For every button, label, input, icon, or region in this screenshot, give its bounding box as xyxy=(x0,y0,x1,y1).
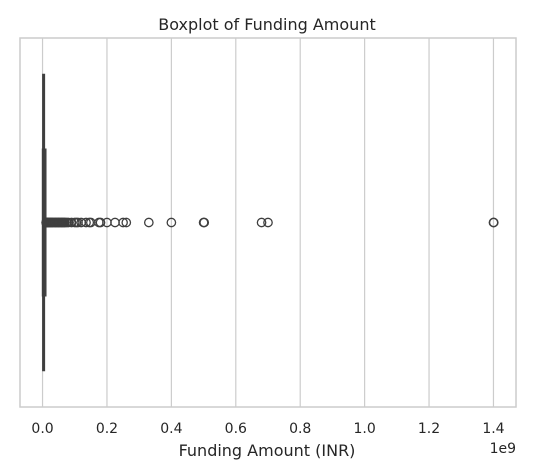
outlier-point-50 xyxy=(263,217,273,228)
outlier-point-44 xyxy=(121,217,132,228)
x-tick-label-6: 1.2 xyxy=(418,421,440,437)
outlier-point-43 xyxy=(118,217,128,228)
x-tick-label-4: 0.8 xyxy=(289,421,311,437)
x-axis-ticks: 0.0 0.2 0.4 0.6 0.8 1.0 1.2 1.4 xyxy=(31,421,504,437)
x-axis-label: Funding Amount (INR) xyxy=(179,441,356,460)
outlier-point-36 xyxy=(81,217,91,228)
chart-title: Boxplot of Funding Amount xyxy=(158,15,375,34)
x-axis-offset-label: 1e9 xyxy=(490,441,516,457)
outlier-points xyxy=(41,217,499,228)
outlier-point-45 xyxy=(143,217,154,228)
outlier-point-48 xyxy=(199,217,210,228)
grid-lines xyxy=(41,38,495,407)
outlier-point-52 xyxy=(488,217,499,228)
x-tick-label-3: 0.6 xyxy=(225,421,247,437)
outlier-point-42 xyxy=(110,217,120,228)
outlier-point-31 xyxy=(66,217,77,228)
outlier-point-49 xyxy=(256,217,267,228)
x-tick-label-5: 1.0 xyxy=(353,421,375,437)
x-tick-label-1: 0.2 xyxy=(96,421,118,437)
plot-frame xyxy=(19,37,517,408)
x-tick-label-0: 0.0 xyxy=(31,421,53,437)
outlier-point-46 xyxy=(166,217,177,228)
outlier-point-40 xyxy=(95,217,106,228)
x-tick-label-2: 0.4 xyxy=(160,421,182,437)
x-tick-label-7: 1.4 xyxy=(482,421,504,437)
